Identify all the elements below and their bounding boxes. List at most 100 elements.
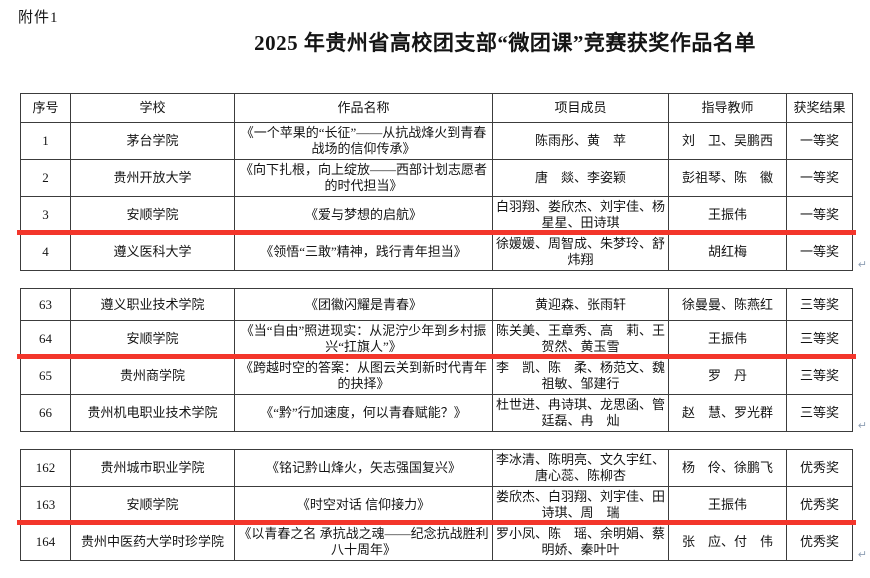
- cell-members: 娄欣杰、白羽翔、刘宇佳、田诗琪、周 瑞: [492, 486, 669, 524]
- cell-award: 三等奖: [786, 288, 853, 321]
- awards-table: 序号 学校 作品名称 项目成员 指导教师 获奖结果 1 茅台学院 《一个苹果的“长征”——从抗战…: [20, 93, 853, 271]
- cell-school: 贵州城市职业学院: [70, 449, 235, 487]
- awards-table: 63 遵义职业技术学院 《团徽闪耀是青春》 黄迎森、张雨轩 徐曼曼、陈燕红 三等奖 64 安顺…: [20, 288, 853, 432]
- paragraph-mark: ↵: [857, 548, 867, 561]
- cell-teachers: 彭祖琴、陈 徽: [668, 159, 787, 197]
- cell-award: 一等奖: [786, 233, 853, 271]
- table-row: 162 贵州城市职业学院 《铭记黔山烽火，矢志强国复兴》 李冰清、陈明亮、文久宇红、唐…: [20, 449, 853, 487]
- column-header: 学校: [70, 93, 235, 123]
- cell-award: 优秀奖: [786, 523, 853, 561]
- cell-school: 茅台学院: [70, 122, 235, 160]
- cell-members: 白羽翔、娄欣杰、刘宇佳、杨星星、田诗琪: [492, 196, 669, 234]
- table-row: 64 安顺学院 《当“自由”照进现实：从泥泞少年到乡村振兴“扛旗人”》 陈关美、王章秀…: [20, 320, 853, 358]
- cell-award: 优秀奖: [786, 486, 853, 524]
- cell-work: 《当“自由”照进现实：从泥泞少年到乡村振兴“扛旗人”》: [234, 320, 493, 358]
- column-header: 获奖结果: [786, 93, 853, 123]
- table-section: 162 贵州城市职业学院 《铭记黔山烽火，矢志强国复兴》 李冰清、陈明亮、文久宇红、唐…: [17, 449, 867, 561]
- cell-no: 164: [20, 523, 71, 561]
- cell-school: 贵州开放大学: [70, 159, 235, 197]
- attachment-label: 附件1: [18, 10, 59, 26]
- cell-work: 《跨越时空的答案：从图云关到新时代青年的抉择》: [234, 357, 493, 395]
- cell-teachers: 徐曼曼、陈燕红: [668, 288, 787, 321]
- cell-work: 《团徽闪耀是青春》: [234, 288, 493, 321]
- cell-no: 65: [20, 357, 71, 395]
- cell-members: 徐媛媛、周智成、朱梦玲、舒炜翔: [492, 233, 669, 271]
- cell-members: 陈雨彤、黄 苹: [492, 122, 669, 160]
- table-row: 4 遵义医科大学 《领悟“三敢”精神，践行青年担当》 徐媛媛、周智成、朱梦玲、舒炜翔胡…: [20, 233, 853, 271]
- cell-work: 《时空对话 信仰接力》: [234, 486, 493, 524]
- cell-members: 李 凯、陈 柔、杨范文、魏祖敏、邹建行: [492, 357, 669, 395]
- cell-no: 63: [20, 288, 71, 321]
- column-header: 序号: [20, 93, 71, 123]
- cell-teachers: 张 应、付 伟: [668, 523, 787, 561]
- column-header: 项目成员: [492, 93, 669, 123]
- table-row: 163 安顺学院 《时空对话 信仰接力》 娄欣杰、白羽翔、刘宇佳、田诗琪、周 瑞王振伟…: [20, 486, 853, 524]
- highlight-underline: [17, 354, 856, 359]
- cell-members: 唐 燚、李姿颖: [492, 159, 669, 197]
- cell-teachers: 杨 伶、徐鹏飞: [668, 449, 787, 487]
- cell-teachers: 王振伟: [668, 486, 787, 524]
- column-header: 作品名称: [234, 93, 493, 123]
- cell-award: 三等奖: [786, 357, 853, 395]
- cell-award: 三等奖: [786, 394, 853, 432]
- cell-teachers: 王振伟: [668, 196, 787, 234]
- cell-award: 一等奖: [786, 159, 853, 197]
- paragraph-mark: ↵: [857, 419, 867, 432]
- column-header: 指导教师: [668, 93, 787, 123]
- cell-teachers: 刘 卫、吴鹏西: [668, 122, 787, 160]
- table-row: 2 贵州开放大学 《向下扎根，向上绽放——西部计划志愿者的时代担当》唐 燚、李姿颖彭…: [20, 159, 853, 197]
- cell-school: 遵义医科大学: [70, 233, 235, 271]
- cell-school: 贵州中医药大学时珍学院: [70, 523, 235, 561]
- cell-work: 《铭记黔山烽火，矢志强国复兴》: [234, 449, 493, 487]
- cell-no: 3: [20, 196, 71, 234]
- cell-work: 《向下扎根，向上绽放——西部计划志愿者的时代担当》: [234, 159, 493, 197]
- highlight-underline: [17, 230, 856, 235]
- cell-no: 4: [20, 233, 71, 271]
- table-row: 3 安顺学院 《爱与梦想的启航》 白羽翔、娄欣杰、刘宇佳、杨星星、田诗琪 王振伟 一等奖: [20, 196, 853, 234]
- cell-work: 《“黔”行加速度，何以青春赋能？》: [234, 394, 493, 432]
- cell-school: 贵州机电职业技术学院: [70, 394, 235, 432]
- cell-no: 66: [20, 394, 71, 432]
- cell-teachers: 罗 丹: [668, 357, 787, 395]
- cell-no: 1: [20, 122, 71, 160]
- cell-work: 《领悟“三敢”精神，践行青年担当》: [234, 233, 493, 271]
- cell-members: 杜世进、冉诗琪、龙思函、管廷磊、冉 灿: [492, 394, 669, 432]
- cell-school: 遵义职业技术学院: [70, 288, 235, 321]
- cell-teachers: 胡红梅: [668, 233, 787, 271]
- cell-members: 罗小凤、陈 瑶、余明娟、蔡明娇、秦叶叶: [492, 523, 669, 561]
- cell-no: 163: [20, 486, 71, 524]
- cell-award: 一等奖: [786, 196, 853, 234]
- cell-award: 优秀奖: [786, 449, 853, 487]
- cell-teachers: 王振伟: [668, 320, 787, 358]
- cell-work: 《爱与梦想的启航》: [234, 196, 493, 234]
- cell-no: 64: [20, 320, 71, 358]
- table-row: 66 贵州机电职业技术学院 《“黔”行加速度，何以青春赋能？》 杜世进、冉诗琪、龙思函…: [20, 394, 853, 432]
- cell-award: 三等奖: [786, 320, 853, 358]
- cell-school: 安顺学院: [70, 320, 235, 358]
- table-section: 63 遵义职业技术学院 《团徽闪耀是青春》 黄迎森、张雨轩 徐曼曼、陈燕红 三等奖 64 安顺…: [17, 288, 867, 432]
- paragraph-mark: ↵: [857, 258, 867, 271]
- cell-work: 《以青春之名 承抗战之魂——纪念抗战胜利八十周年》: [234, 523, 493, 561]
- awards-table: 162 贵州城市职业学院 《铭记黔山烽火，矢志强国复兴》 李冰清、陈明亮、文久宇红、唐…: [20, 449, 853, 561]
- table-row: 65 贵州商学院 《跨越时空的答案：从图云关到新时代青年的抉择》李 凯、陈 柔、杨范…: [20, 357, 853, 395]
- cell-work: 《一个苹果的“长征”——从抗战烽火到青春战场的信仰传承》: [234, 122, 493, 160]
- cell-school: 贵州商学院: [70, 357, 235, 395]
- cell-award: 一等奖: [786, 122, 853, 160]
- table-row: 63 遵义职业技术学院 《团徽闪耀是青春》 黄迎森、张雨轩 徐曼曼、陈燕红 三等奖: [20, 288, 853, 321]
- document-page: { "page": { "attachment_label": "附件1", "…: [17, 10, 867, 561]
- cell-no: 2: [20, 159, 71, 197]
- highlight-underline: [17, 520, 856, 525]
- cell-teachers: 赵 慧、罗光群: [668, 394, 787, 432]
- table-sections: 序号 学校 作品名称 项目成员 指导教师 获奖结果 1 茅台学院 《一个苹果的“长征”——从抗战…: [17, 93, 867, 578]
- cell-members: 李冰清、陈明亮、文久宇红、唐心蕊、陈柳杏: [492, 449, 669, 487]
- cell-members: 陈关美、王章秀、高 莉、王贺然、黄玉雪: [492, 320, 669, 358]
- cell-no: 162: [20, 449, 71, 487]
- table-row: 164 贵州中医药大学时珍学院 《以青春之名 承抗战之魂——纪念抗战胜利八十周年》罗…: [20, 523, 853, 561]
- table-section: 序号 学校 作品名称 项目成员 指导教师 获奖结果 1 茅台学院 《一个苹果的“长征”——从抗战…: [17, 93, 867, 271]
- table-row: 1 茅台学院 《一个苹果的“长征”——从抗战烽火到青春战场的信仰传承》 陈雨彤、黄 苹…: [20, 122, 853, 160]
- page-title: 2025 年贵州省高校团支部“微团课”竞赛获奖作品名单: [254, 31, 756, 55]
- cell-school: 安顺学院: [70, 196, 235, 234]
- cell-school: 安顺学院: [70, 486, 235, 524]
- cell-members: 黄迎森、张雨轩: [492, 288, 669, 321]
- header-row: 序号 学校 作品名称 项目成员 指导教师 获奖结果: [20, 93, 853, 123]
